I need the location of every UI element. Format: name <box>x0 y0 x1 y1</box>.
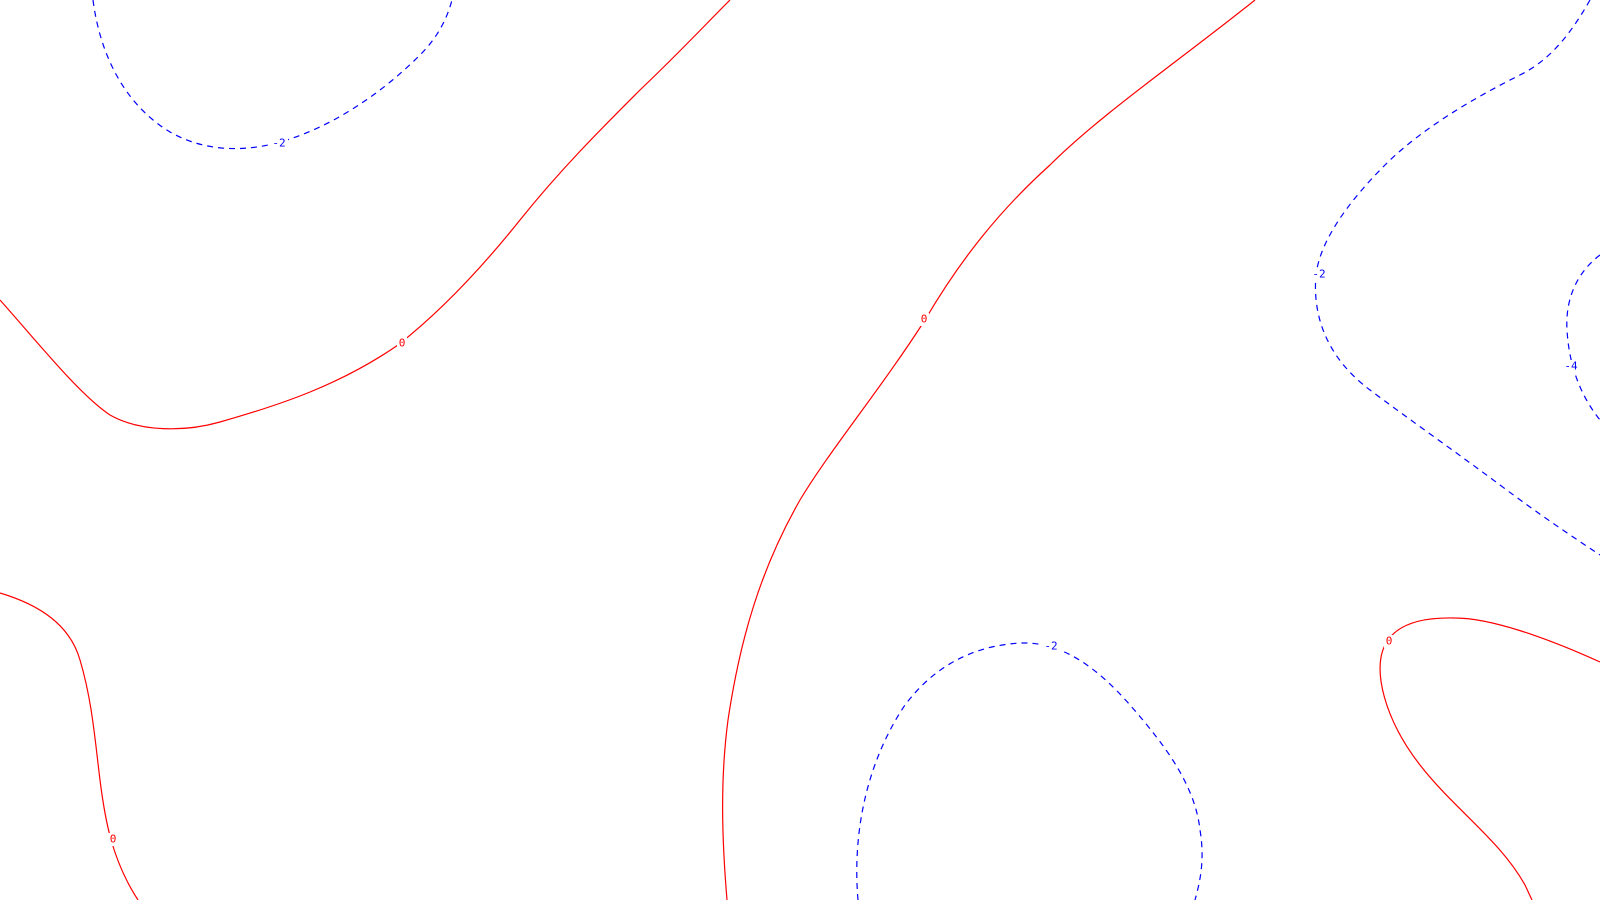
contour-zero-central <box>722 0 1256 900</box>
contour-label: -2 <box>1044 640 1057 653</box>
contour-label: 0 <box>921 313 928 326</box>
contour-label: 0 <box>110 833 117 846</box>
contour-label: -2 <box>1312 268 1325 281</box>
contour-minus4-east <box>1566 254 1600 421</box>
contour-label: -4 <box>1564 360 1578 373</box>
contour-label: -2 <box>272 137 285 150</box>
contour-zero-southeast <box>1379 617 1600 900</box>
contour-label: 0 <box>399 337 406 350</box>
contour-label: 0 <box>1386 635 1393 648</box>
